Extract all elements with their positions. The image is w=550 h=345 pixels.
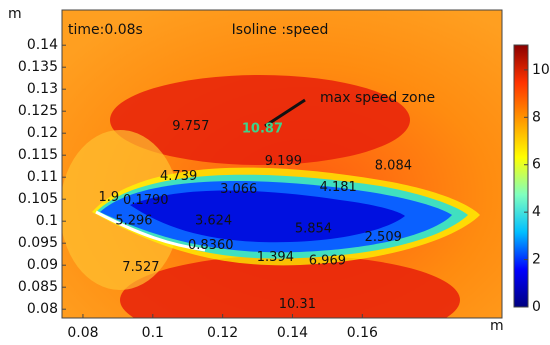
x-tick-label: 0.16 bbox=[347, 325, 378, 341]
isoline-label: 1.394 bbox=[257, 250, 294, 265]
y-tick-label: 0.11 bbox=[27, 169, 58, 185]
isoline-label: 10.31 bbox=[279, 297, 316, 312]
isoline-label: 4.181 bbox=[320, 180, 357, 195]
field bbox=[62, 10, 502, 318]
y-tick-label: 0.13 bbox=[27, 81, 58, 97]
colorbar-tick-label: 10 bbox=[532, 62, 550, 78]
isoline-label: 5.296 bbox=[115, 214, 152, 229]
isoline-label: 3.066 bbox=[220, 182, 257, 197]
y-tick-label: 0.14 bbox=[27, 37, 58, 53]
y-tick-label: 0.08 bbox=[27, 301, 58, 317]
colorbar bbox=[513, 44, 529, 308]
isoline-label: 6.969 bbox=[309, 254, 346, 269]
x-tick-label: 0.08 bbox=[67, 325, 98, 341]
isoline-label: 4.739 bbox=[160, 169, 197, 184]
isoline-label: 1.9 bbox=[98, 190, 119, 205]
plot-frame bbox=[61, 9, 503, 319]
colorbar-tick-label: 0 bbox=[532, 299, 541, 315]
subtitle: time:0.08s bbox=[68, 22, 143, 38]
isoline-label: 9.757 bbox=[172, 119, 209, 134]
y-tick-label: 0.105 bbox=[18, 191, 58, 207]
y-axis-label: m bbox=[8, 6, 22, 22]
colorbar-tick-label: 2 bbox=[532, 252, 541, 268]
isoline-label: 0.1790 bbox=[123, 193, 169, 208]
y-tick-label: 0.09 bbox=[27, 257, 58, 273]
annotation: max speed zone bbox=[320, 90, 435, 106]
x-tick-label: 0.14 bbox=[277, 325, 308, 341]
colorbar-tick-label: 8 bbox=[532, 109, 541, 125]
isoline-label: 3.624 bbox=[195, 214, 232, 229]
y-tick-label: 0.1 bbox=[36, 213, 58, 229]
colorbar-tick-label: 4 bbox=[532, 204, 541, 220]
isoline-label: 10.87 bbox=[242, 122, 283, 137]
y-tick-label: 0.115 bbox=[18, 147, 58, 163]
isoline-label: 2.509 bbox=[365, 230, 402, 245]
x-tick-label: 0.12 bbox=[207, 325, 238, 341]
y-tick-label: 0.125 bbox=[18, 103, 58, 119]
isoline-label: 9.199 bbox=[265, 154, 302, 169]
x-tick-label: 0.1 bbox=[142, 325, 164, 341]
y-tick-label: 0.095 bbox=[18, 235, 58, 251]
isoline-label: 0.8360 bbox=[188, 238, 234, 253]
isoline-label: 5.854 bbox=[295, 222, 332, 237]
chart-title: Isoline :speed bbox=[232, 22, 329, 38]
y-tick-label: 0.135 bbox=[18, 59, 58, 75]
isoline-label: 8.084 bbox=[375, 159, 412, 174]
y-tick-label: 0.085 bbox=[18, 279, 58, 295]
annotation-arrow bbox=[264, 98, 306, 128]
colorbar-tick-label: 6 bbox=[532, 157, 541, 173]
isoline-label: 7.527 bbox=[122, 260, 159, 275]
x-axis-label: m bbox=[490, 318, 504, 334]
y-tick-label: 0.12 bbox=[27, 125, 58, 141]
